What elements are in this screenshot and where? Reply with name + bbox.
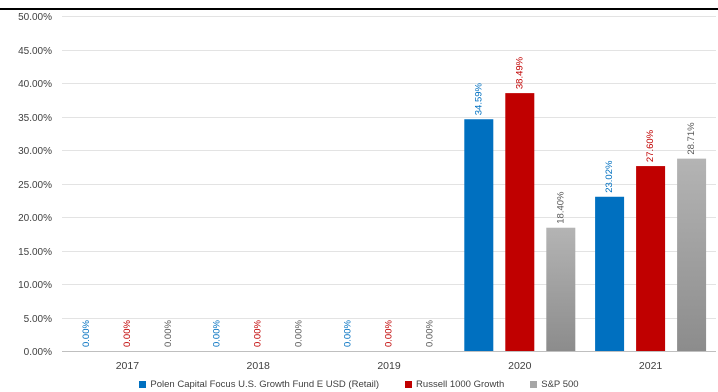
data-label: 0.00% [212,320,223,347]
data-label: 0.00% [425,320,436,347]
y-tick-label: 50.00% [18,12,52,23]
legend-swatch [530,381,538,388]
legend-swatch [139,381,147,388]
data-label: 28.71% [686,122,697,155]
data-label: 0.00% [384,320,395,347]
y-tick-label: 35.00% [18,113,52,124]
y-tick-label: 5.00% [24,314,52,325]
bar [464,119,494,351]
legend: Polen Capital Focus U.S. Growth Fund E U… [0,377,718,392]
y-tick-label: 15.00% [18,247,52,258]
bar [595,196,625,351]
y-tick-label: 10.00% [18,280,52,291]
y-tick-label: 45.00% [18,46,52,57]
bar [505,93,535,351]
legend-item: Polen Capital Focus U.S. Growth Fund E U… [139,379,379,390]
data-label: 0.00% [343,320,354,347]
data-label: 0.00% [163,320,174,347]
data-labels: 0.00% 0.00% 0.00% 0.00% 0.00% 0.00% 0.00% 0.00%… [81,56,697,347]
bar-chart-plot: 0.00% 5.00% 10.00% 15.00% 20.00% 25.00% 30.00%… [18,12,716,372]
y-tick-label: 0.00% [24,347,52,358]
y-tick-label: 20.00% [18,213,52,224]
y-tick-label: 25.00% [18,180,52,191]
x-category-label: 2020 [508,360,532,372]
x-category-label: 2017 [116,360,140,372]
legend-label: S&P 500 [541,379,579,390]
bar [636,166,666,351]
y-axis-tick-labels: 0.00% 5.00% 10.00% 15.00% 20.00% 25.00% 30.00%… [18,12,52,358]
data-label: 38.49% [514,56,525,89]
data-label: 0.00% [294,320,305,347]
bars [464,93,707,351]
y-tick-label: 40.00% [18,79,52,90]
data-label: 0.00% [81,320,92,347]
bar [677,158,707,351]
top-border [0,8,718,10]
y-tick-label: 30.00% [18,146,52,157]
data-label: 27.60% [645,129,656,162]
data-label: 18.40% [555,191,566,224]
legend-swatch [405,381,413,388]
data-label: 0.00% [253,320,264,347]
data-label: 23.02% [604,160,615,193]
legend-item: Russell 1000 Growth [405,379,504,390]
legend-label: Russell 1000 Growth [416,379,505,390]
legend-label: Polen Capital Focus U.S. Growth Fund E U… [150,379,380,390]
x-axis-category-labels: 2017 2018 2019 2020 2021 [116,360,663,372]
x-category-label: 2019 [377,360,401,372]
data-label: 34.59% [473,82,484,115]
bar [546,227,576,351]
x-category-label: 2018 [247,360,271,372]
legend-item: S&P 500 [530,379,579,390]
x-category-label: 2021 [639,360,663,372]
data-label: 0.00% [122,320,133,347]
